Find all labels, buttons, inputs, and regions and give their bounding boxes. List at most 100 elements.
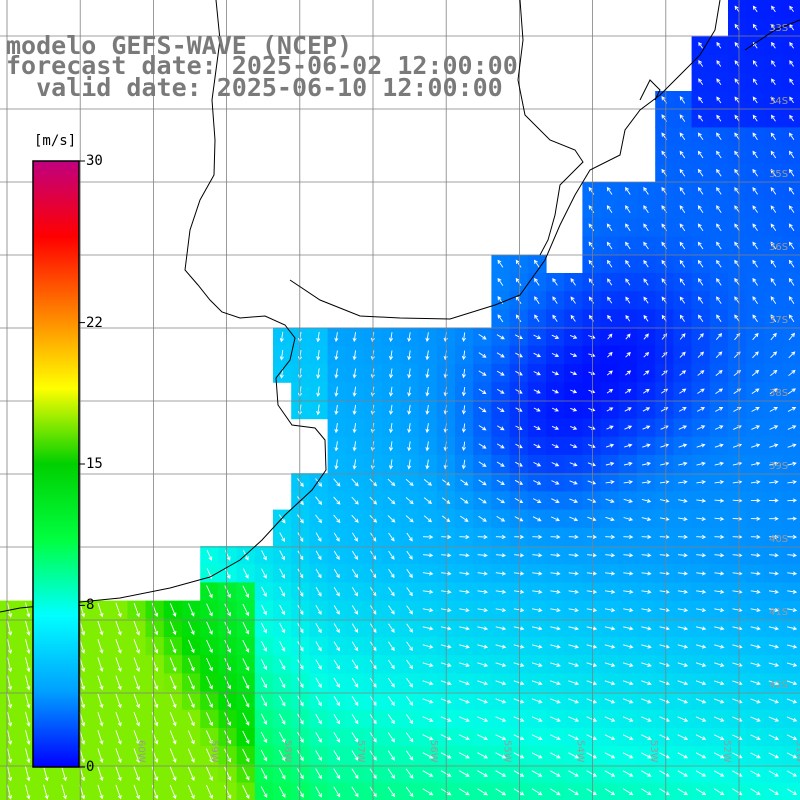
wind-arrow [477, 716, 489, 722]
wind-arrow [422, 716, 434, 722]
wind-arrow [713, 752, 725, 759]
wind-arrow [387, 677, 395, 688]
wind-arrow [333, 677, 340, 688]
wind-arrow [586, 788, 597, 796]
wind-arrow [551, 498, 560, 503]
wind-arrow [770, 259, 777, 268]
wind-arrow [514, 479, 524, 485]
wind-arrow [750, 626, 761, 631]
wind-arrow [459, 589, 470, 594]
wind-arrow [789, 78, 794, 85]
wind-arrow [188, 603, 195, 617]
wind-cell [746, 782, 765, 800]
wind-arrow [771, 5, 776, 13]
wind-arrow [513, 571, 525, 576]
wind-arrow [478, 515, 487, 522]
wind-arrow [242, 658, 250, 672]
wind-arrow [659, 788, 670, 796]
wind-arrow [169, 675, 177, 690]
lon-label: 55W [501, 740, 512, 763]
wind-arrow [478, 370, 487, 376]
wind-arrow [641, 589, 652, 594]
wind-arrow [586, 698, 598, 704]
wind-arrow [133, 748, 140, 763]
wind-arrow [514, 516, 524, 522]
wind-arrow [407, 404, 412, 415]
wind-arrow [515, 259, 522, 268]
lat-label: 38S [769, 388, 788, 399]
wind-arrow [752, 314, 758, 323]
wind-arrow [568, 553, 579, 558]
wind-arrow [677, 534, 688, 540]
wind-arrow [477, 589, 489, 594]
wind-arrow [604, 734, 616, 741]
wind-arrow [532, 571, 543, 576]
wind-arrow [769, 534, 779, 540]
wind-arrow [771, 23, 776, 31]
colorbar-tick-marks [79, 160, 85, 768]
wind-arrow [206, 585, 213, 599]
wind-arrow [642, 388, 650, 394]
wind-arrow [25, 620, 31, 636]
wind-arrow [788, 259, 795, 268]
wind-arrow [388, 659, 395, 670]
colorbar-gradient [32, 160, 80, 768]
wind-arrow [588, 259, 595, 268]
wind-arrow [789, 96, 794, 104]
wind-arrow [531, 770, 543, 777]
model-title: modelo GEFS-WAVE (NCEP) [6, 31, 353, 60]
wind-arrow [224, 550, 231, 561]
wind-arrow [351, 568, 358, 579]
wind-arrow [333, 786, 341, 798]
wind-arrow [351, 768, 359, 780]
wind-arrow [787, 407, 797, 412]
wind-arrow [641, 788, 652, 796]
wind-arrow [279, 695, 286, 707]
wind-arrow [316, 386, 321, 398]
wind-arrow [641, 770, 652, 777]
wind-arrow [570, 389, 578, 394]
wind-arrow [405, 732, 414, 743]
wind-arrow [531, 734, 543, 741]
wind-arrow [461, 350, 466, 361]
wind-arrow [133, 620, 140, 636]
wind-arrow [695, 770, 707, 777]
wind-arrow [770, 351, 778, 359]
wind-arrow [425, 405, 430, 415]
wind-arrow [750, 788, 761, 796]
wind-arrow [533, 480, 542, 485]
wind-arrow [334, 350, 339, 361]
wind-arrow [605, 534, 616, 540]
wind-arrow [678, 425, 688, 430]
wind-arrow [752, 332, 759, 341]
wind-arrow [606, 407, 614, 412]
wind-arrow [206, 639, 213, 654]
wind-arrow [406, 696, 414, 706]
wind-arrow [750, 516, 761, 521]
wind-arrow [659, 680, 671, 686]
wind-arrow [552, 278, 558, 286]
wind-arrow [752, 205, 758, 213]
wind-arrow [478, 425, 487, 431]
wind-cell [691, 782, 711, 800]
wind-arrow [713, 788, 725, 796]
wind-arrow [477, 553, 488, 558]
wind-arrow [786, 644, 798, 649]
wind-arrow [713, 770, 725, 777]
wind-arrow [388, 441, 394, 452]
wind-arrow [607, 333, 613, 340]
wind-cell [782, 72, 800, 92]
wind-cell [309, 782, 329, 800]
wind-arrow [279, 550, 285, 561]
wind-arrow [533, 461, 542, 467]
wind-arrow [714, 553, 725, 558]
wind-arrow [151, 730, 159, 745]
wind-arrow [551, 480, 560, 485]
wind-arrow [787, 480, 797, 485]
wind-arrow [697, 223, 704, 232]
wind-arrow [242, 748, 250, 763]
wind-arrow [187, 730, 195, 745]
wind-arrow [478, 461, 487, 467]
wind-arrow [697, 259, 704, 268]
wind-arrow [205, 766, 213, 781]
